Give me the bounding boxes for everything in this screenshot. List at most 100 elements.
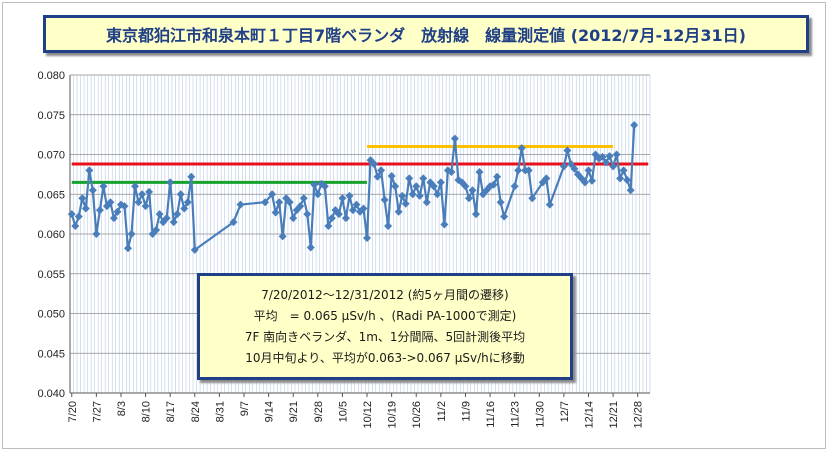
data-point: [493, 172, 502, 181]
data-point: [275, 198, 284, 207]
data-point: [268, 190, 277, 199]
data-point: [619, 166, 628, 175]
y-tick-label: 0.060: [37, 229, 65, 241]
data-point: [120, 202, 129, 211]
data-point: [545, 200, 554, 209]
data-point: [609, 162, 618, 171]
data-point: [152, 226, 161, 235]
data-point: [447, 167, 456, 176]
annotation-line-shift: 10月中旬より、平均が0.063->0.067 μSv/hに移動: [245, 351, 525, 365]
data-point: [605, 152, 614, 161]
data-point: [630, 121, 639, 130]
reference-lines: [71, 145, 649, 184]
x-tick-label: 10/5: [337, 401, 349, 422]
axes: 0.040 0.045 0.050 0.055 0.060 0.065 0.070 0.075…: [37, 70, 650, 429]
x-tick-label: 8/31: [214, 401, 226, 422]
data-point: [236, 200, 245, 209]
data-point: [271, 208, 280, 217]
data-point: [127, 230, 136, 238]
data-point: [320, 182, 329, 191]
data-point: [306, 243, 315, 252]
data-point: [440, 220, 449, 229]
data-point: [289, 214, 298, 223]
data-point: [180, 204, 189, 213]
annotation-line-average: 平均 = 0.065 μSv/h 、(Radi PA-1000で測定): [253, 309, 517, 323]
data-point: [612, 150, 621, 159]
data-point: [475, 167, 484, 176]
data-point: [405, 174, 414, 183]
x-tick-label: 10/12: [362, 401, 374, 429]
data-point: [85, 166, 94, 175]
data-point: [338, 194, 347, 203]
data-point: [384, 222, 393, 231]
y-tick-label: 0.050: [37, 309, 65, 321]
chart-title-text: 東京都狛江市和泉本町１丁目7階ベランダ 放射線 線量測定値 (2012/7月-1…: [105, 26, 746, 45]
data-point: [542, 174, 551, 183]
data-point: [510, 182, 519, 191]
data-point: [345, 191, 354, 200]
x-tick-label: 8/24: [190, 401, 202, 422]
data-point: [173, 210, 182, 219]
data-point: [408, 190, 417, 199]
data-point: [401, 199, 410, 208]
x-tick-label: 11/16: [485, 401, 497, 428]
data-point: [285, 198, 294, 207]
data-point: [415, 191, 424, 200]
data-point: [464, 194, 473, 203]
x-tick-label: 12/21: [608, 401, 620, 429]
data-point: [134, 198, 143, 207]
annotation-line-period: 7/20/2012～12/31/2012 (約5ヶ月間の遷移): [261, 288, 509, 302]
y-tick-label: 0.065: [37, 189, 65, 201]
data-point: [155, 210, 164, 219]
data-point: [489, 180, 498, 189]
data-point: [92, 230, 101, 238]
data-point: [359, 204, 368, 213]
data-point: [524, 166, 533, 175]
data-point: [370, 160, 379, 169]
data-point: [580, 178, 589, 187]
data-point: [138, 190, 147, 199]
data-point: [327, 214, 336, 223]
data-point: [433, 190, 442, 199]
x-tick-label: 11/30: [534, 401, 546, 428]
x-tick-label: 9/7: [239, 401, 251, 416]
data-point: [67, 210, 76, 219]
data-point: [124, 244, 132, 253]
data-point: [398, 191, 407, 200]
x-tick-label: 10/26: [411, 401, 423, 429]
data-point: [278, 232, 287, 241]
data-point: [584, 166, 593, 175]
y-tick-label: 0.040: [37, 388, 65, 400]
data-point: [391, 182, 400, 191]
x-tick-label: 11/2: [436, 401, 448, 422]
data-point: [352, 200, 361, 209]
data-point: [299, 194, 308, 203]
data-point: [472, 210, 480, 219]
data-point: [162, 214, 171, 223]
data-point: [468, 186, 477, 195]
data-point: [517, 144, 526, 153]
data-point: [106, 198, 115, 207]
x-tick-label: 12/28: [633, 401, 645, 429]
data-point: [616, 174, 625, 183]
y-tick-label: 0.075: [37, 110, 65, 122]
data-point: [500, 212, 509, 221]
x-tick-label: 9/14: [264, 401, 276, 422]
data-point: [81, 204, 90, 213]
data-point: [88, 186, 97, 195]
x-tick-label: 8/3: [116, 401, 128, 416]
data-point: [570, 164, 579, 173]
data-point: [450, 134, 459, 143]
annotation-box: 7/20/2012～12/31/2012 (約5ヶ月間の遷移) 平均 = 0.0…: [197, 273, 573, 380]
data-point: [563, 146, 572, 155]
x-tick-label: 8/17: [165, 401, 177, 422]
data-point: [380, 195, 389, 204]
data-point: [496, 198, 505, 207]
data-point: [78, 194, 87, 203]
data-point: [514, 166, 523, 175]
data-point: [429, 182, 438, 191]
y-tick-label: 0.045: [37, 348, 65, 360]
data-point: [95, 206, 104, 215]
data-point: [373, 172, 382, 181]
